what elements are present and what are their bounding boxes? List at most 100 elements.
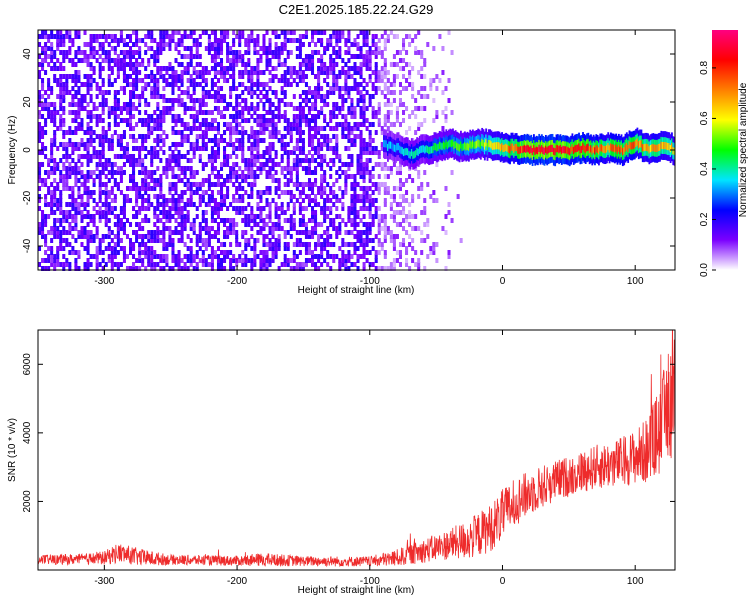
spectrogram-cell <box>95 86 99 91</box>
spectrogram-cell <box>68 126 72 131</box>
spectrogram-cell <box>241 126 245 131</box>
spectrogram-cell <box>171 142 175 147</box>
spectrogram-cell <box>307 138 311 143</box>
signal-cell <box>499 144 502 152</box>
spectrogram-cell <box>101 266 105 271</box>
spectrogram-cell <box>89 170 93 175</box>
spectrogram-cell <box>350 194 354 199</box>
spectrogram-cell <box>210 234 214 239</box>
spectrogram-cell <box>371 70 375 75</box>
signal-cell <box>560 146 563 155</box>
spectrogram-cell <box>180 194 184 199</box>
spectrogram-cell <box>65 262 69 267</box>
spectrogram-cell <box>368 238 372 243</box>
spectrogram-cell <box>323 218 327 223</box>
spectrogram-cell <box>83 94 87 99</box>
signal-cell <box>558 146 561 154</box>
spectrogram-cell <box>86 130 90 135</box>
spectrogram-cell <box>195 190 199 195</box>
spectrogram-cell <box>386 90 390 95</box>
spectrogram-cells <box>38 30 676 271</box>
spectrogram-cell <box>292 250 296 255</box>
spectrogram-cell <box>159 146 163 151</box>
spectrogram-cell <box>320 158 324 163</box>
spectrogram-cell <box>207 178 211 183</box>
spectrogram-cell <box>232 30 236 35</box>
spectrogram-cell <box>408 114 412 119</box>
spectrogram-cell <box>350 42 354 47</box>
spectrogram-cell <box>122 198 126 203</box>
spectrogram-cell <box>235 146 239 151</box>
spectrogram-cell <box>101 66 105 71</box>
spectrogram-cell <box>350 254 354 259</box>
spectrogram-cell <box>286 54 290 59</box>
spectrogram-cell <box>153 182 157 187</box>
spectrogram-cell <box>235 162 239 167</box>
spectrogram-cell <box>41 126 45 131</box>
spectrogram-cell <box>153 110 157 115</box>
spectrogram-cell <box>262 154 266 159</box>
spectrogram-cell <box>116 38 120 43</box>
spectrogram-cell <box>38 42 42 47</box>
spectrogram-cell <box>274 74 278 79</box>
signal-cell <box>485 139 488 147</box>
spectrogram-cell <box>38 198 42 203</box>
spectrogram-cell <box>135 214 139 219</box>
spectrogram-cell <box>408 82 412 87</box>
spectrogram-cell <box>147 246 151 251</box>
spectrogram-cell <box>192 66 196 71</box>
spectrogram-cell <box>411 246 415 251</box>
spectrogram-cell <box>135 86 139 91</box>
spectrogram-cell <box>210 58 214 63</box>
spectrogram-cell <box>201 86 205 91</box>
spectrogram-cell <box>129 114 133 119</box>
spectrogram-cell <box>110 254 114 259</box>
spectrogram-cell <box>189 170 193 175</box>
spectrogram-cell <box>232 170 236 175</box>
spectrogram-cell <box>304 34 308 39</box>
spectrogram-cell <box>144 190 148 195</box>
spectrogram-cell <box>174 114 178 119</box>
spectrogram-cell <box>223 70 227 75</box>
spectrogram-cell <box>256 254 260 259</box>
spectrogram-cell <box>177 214 181 219</box>
spectrogram-cell <box>195 74 199 79</box>
spectrogram-cell <box>286 158 290 163</box>
spectrogram-cell <box>335 106 339 111</box>
spectrogram-cell <box>216 226 220 231</box>
spectrogram-cell <box>56 226 60 231</box>
spectrogram-cell <box>104 50 108 55</box>
spectrogram-cell <box>292 30 296 35</box>
spectrogram-cell <box>119 246 123 251</box>
spectrogram-cell <box>86 266 90 271</box>
spectrogram-cell <box>129 106 133 111</box>
spectrogram-cell <box>323 126 327 131</box>
spectrogram-cell <box>347 134 351 139</box>
spectrogram-cell <box>135 82 139 87</box>
spectrogram-cell <box>244 66 248 71</box>
spectrogram-cell <box>213 154 217 159</box>
spectrogram-cell <box>247 62 251 67</box>
spectrogram-cell <box>326 90 330 95</box>
spectrogram-cell <box>386 70 390 75</box>
spectrogram-cell <box>335 150 339 155</box>
spectrogram-cell <box>274 170 278 175</box>
spectrogram-cell <box>280 50 284 55</box>
spectrogram-cell <box>101 202 105 207</box>
spectrogram-cell <box>389 110 393 115</box>
x-tick-label: -200 <box>227 276 247 287</box>
spectrogram-cell <box>229 202 233 207</box>
spectrogram-cell <box>204 202 208 207</box>
spectrogram-cell <box>338 90 342 95</box>
spectrogram-cell <box>365 166 369 171</box>
spectrogram-cell <box>241 82 245 87</box>
spectrogram-cell <box>138 190 142 195</box>
spectrogram-cell <box>405 78 409 83</box>
spectrogram-cell <box>141 94 145 99</box>
spectrogram-cell <box>238 138 242 143</box>
spectrogram-cell <box>165 242 169 247</box>
spectrogram-cell <box>207 198 211 203</box>
spectrogram-cell <box>314 262 318 267</box>
spectrogram-cell <box>274 34 278 39</box>
spectrogram-cell <box>271 258 275 263</box>
